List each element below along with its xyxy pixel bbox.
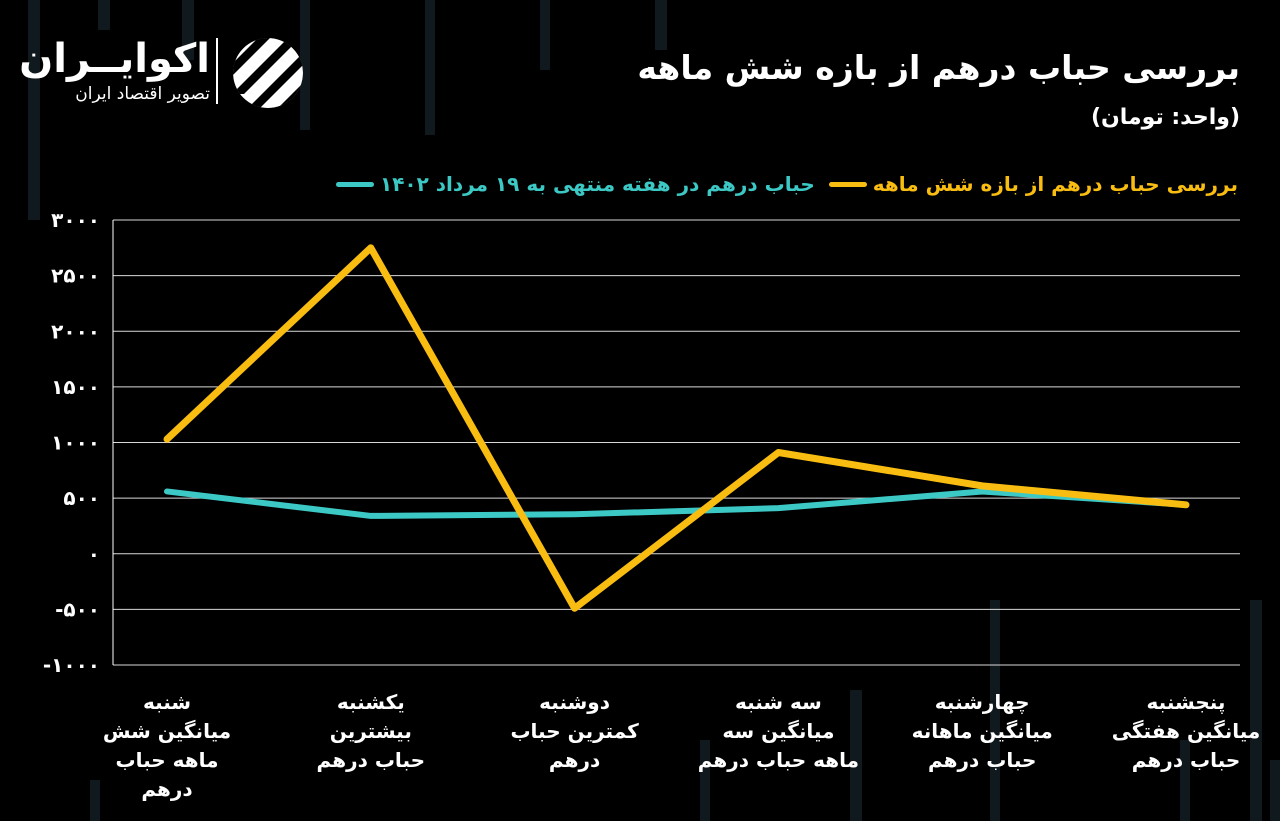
ecoiran-logo-icon bbox=[233, 38, 303, 108]
y-tick-label: ۵۰۰ bbox=[63, 486, 100, 510]
data-point-yellow-0 bbox=[165, 437, 169, 442]
unit-label: (واحد: تومان) bbox=[1090, 105, 1240, 130]
legend-label-cyan: حباب درهم در هفته منتهی به ۱۹ مرداد ۱۴۰۲ bbox=[379, 172, 815, 196]
series-line-yellow bbox=[163, 244, 1190, 612]
legend-swatch-cyan bbox=[335, 181, 374, 187]
x-category-label: یکشنبه بیشترین حباب درهم bbox=[316, 690, 426, 772]
legend-item-cyan: حباب درهم در هفته منتهی به ۱۹ مرداد ۱۴۰۲ bbox=[335, 172, 815, 196]
data-point-cyan-3 bbox=[776, 506, 781, 511]
data-point-yellow-4 bbox=[980, 483, 985, 488]
background-candle bbox=[425, 0, 435, 135]
y-tick-label: ۳۰۰۰ bbox=[51, 208, 100, 232]
x-category-label: دوشنبه کمترین حباب درهم bbox=[510, 690, 639, 772]
background-candle bbox=[655, 0, 667, 50]
y-tick-label: -۱۰۰۰ bbox=[43, 653, 100, 677]
legend-item-yellow: بررسی حباب درهم از بازه شش ماهه bbox=[828, 172, 1238, 196]
background-candle bbox=[990, 600, 1000, 821]
background-candle bbox=[850, 690, 862, 821]
page-title: بررسی حباب درهم از بازه شش ماهه bbox=[637, 48, 1240, 87]
data-point-cyan-1 bbox=[368, 513, 373, 518]
x-category-label: پنجشنبه میانگین هفتگی حباب درهم bbox=[1111, 690, 1261, 772]
background-candle bbox=[28, 0, 40, 220]
background-candle bbox=[182, 0, 194, 60]
background-candle bbox=[540, 0, 550, 70]
x-category-label: شنبه میانگین شش ماهه حباب درهم bbox=[102, 690, 232, 801]
data-point-cyan-0 bbox=[165, 489, 169, 494]
logo-divider bbox=[216, 38, 218, 104]
logo-tagline: تصویر اقتصاد ایران bbox=[75, 84, 210, 104]
y-tick-label: ۰ bbox=[88, 542, 100, 566]
data-point-yellow-2 bbox=[572, 606, 577, 611]
y-tick-label: ۲۵۰۰ bbox=[51, 264, 100, 288]
background-candle bbox=[300, 0, 310, 130]
data-point-cyan-2 bbox=[572, 512, 577, 517]
x-category-label: چهارشنبه میانگین ماهانه حباب درهم bbox=[911, 690, 1053, 772]
logo-name: اکوایــران bbox=[19, 36, 210, 82]
background-candle bbox=[1250, 600, 1262, 821]
data-point-yellow-3 bbox=[776, 450, 781, 455]
x-category-label: سه شنبه میانگین سه ماهه حباب درهم bbox=[697, 690, 860, 772]
y-axis-ticks: -۱۰۰۰ -۵۰۰ ۰ ۵۰۰ ۱۰۰۰ ۱۵۰۰ ۲۰۰۰ ۲۵۰۰ ۳۰۰۰ bbox=[43, 208, 100, 677]
y-tick-label: ۲۰۰۰ bbox=[51, 319, 100, 343]
background-candle bbox=[700, 740, 710, 821]
ecoiran-logo: اکوایــران تصویر اقتصاد ایران bbox=[19, 36, 318, 111]
data-point-cyan-4 bbox=[980, 489, 985, 494]
grid-lines bbox=[112, 219, 1240, 666]
series-lines bbox=[163, 244, 1190, 612]
data-point-yellow-1 bbox=[368, 245, 373, 250]
y-tick-label: ۱۰۰۰ bbox=[51, 431, 100, 455]
legend-label-yellow: بررسی حباب درهم از بازه شش ماهه bbox=[872, 172, 1238, 196]
y-tick-label: ۱۵۰۰ bbox=[51, 375, 100, 399]
legend: حباب درهم در هفته منتهی به ۱۹ مرداد ۱۴۰۲… bbox=[335, 172, 1238, 196]
data-point-yellow-5 bbox=[1184, 502, 1188, 507]
legend-swatch-yellow bbox=[828, 181, 867, 187]
background-candle bbox=[90, 780, 100, 821]
background-candle bbox=[98, 0, 110, 30]
background-candle bbox=[1270, 760, 1280, 821]
series-line-cyan bbox=[164, 488, 1189, 519]
background-candle bbox=[1180, 740, 1190, 821]
y-tick-label: -۵۰۰ bbox=[55, 597, 100, 621]
